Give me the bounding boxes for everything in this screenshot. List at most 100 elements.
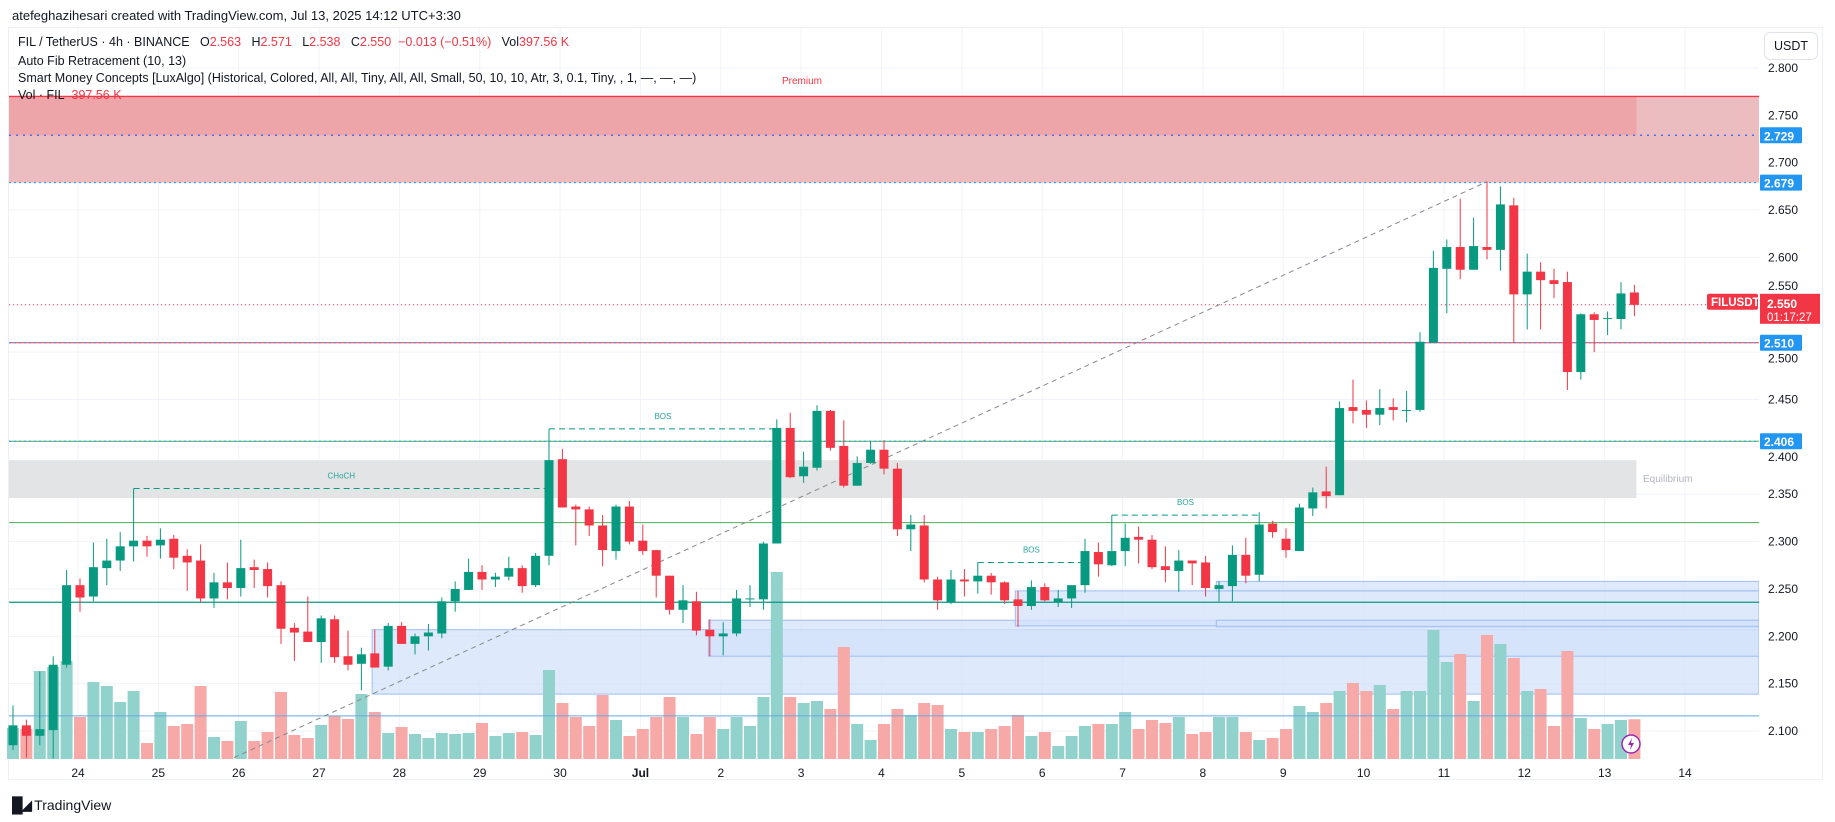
volume-bar bbox=[904, 715, 917, 759]
volume-bar bbox=[1467, 701, 1480, 759]
high-label: H bbox=[251, 35, 261, 49]
candle bbox=[88, 567, 98, 597]
volume-bar bbox=[1132, 729, 1145, 759]
candle bbox=[1134, 536, 1144, 540]
candle bbox=[236, 568, 246, 589]
volume-bar bbox=[824, 709, 837, 759]
candle bbox=[356, 654, 366, 664]
level-lines: CHoCH BOS BOS BOS bbox=[9, 134, 1759, 759]
indicator-smc[interactable]: Smart Money Concepts [LuxAlgo] (Historic… bbox=[18, 71, 697, 85]
volume-indicator-label: Vol · FIL bbox=[18, 88, 65, 102]
candle bbox=[1040, 587, 1050, 601]
candle bbox=[370, 653, 380, 668]
low-value: 2.538 bbox=[309, 35, 341, 49]
brand-name: TradingView bbox=[34, 797, 112, 813]
volume-bar bbox=[1092, 724, 1105, 759]
candle bbox=[852, 462, 862, 486]
volume-bar bbox=[1226, 717, 1239, 759]
candle bbox=[75, 585, 85, 598]
volume-bar bbox=[422, 738, 435, 759]
volume-bar bbox=[1146, 720, 1158, 759]
candle bbox=[383, 625, 393, 667]
symbol-badge-label: FILUSDT bbox=[1711, 297, 1760, 309]
candle bbox=[1000, 582, 1010, 601]
volume-bar bbox=[1320, 703, 1333, 759]
volume-bar bbox=[569, 717, 582, 759]
change-value: −0.013 (−0.51%) bbox=[398, 35, 492, 49]
volume-bar bbox=[1400, 691, 1413, 759]
candle bbox=[129, 540, 139, 547]
open-label: O bbox=[200, 35, 210, 49]
volume-bar bbox=[1347, 683, 1359, 759]
volume-bar bbox=[368, 712, 381, 759]
candle bbox=[1495, 204, 1505, 250]
time-axis: 24 25 26 27 28 29 30 Jul 2 3 4 5 6 7 8 9 10 11 12 13 14 bbox=[71, 766, 1692, 780]
volume-bar bbox=[1588, 729, 1601, 759]
time-tick: 30 bbox=[553, 766, 567, 780]
indicator-fib[interactable]: Auto Fib Retracement (10, 13) bbox=[18, 54, 187, 68]
candle bbox=[1053, 598, 1063, 603]
volume-label: Vol bbox=[501, 35, 520, 49]
countdown-timer: 01:17:27 bbox=[1767, 312, 1812, 324]
time-tick: 26 bbox=[232, 766, 246, 780]
indicator-volume[interactable]: Vol · FIL 397.56 K bbox=[18, 88, 122, 102]
volume-bar bbox=[462, 733, 475, 759]
volume-bar bbox=[636, 729, 649, 759]
tradingview-logo[interactable]: █◢ TradingView bbox=[12, 796, 111, 814]
volume-bar bbox=[717, 729, 730, 759]
candle bbox=[1281, 538, 1291, 551]
close-value: 2.550 bbox=[359, 35, 392, 49]
candle bbox=[799, 466, 809, 477]
time-tick: 6 bbox=[1039, 766, 1046, 780]
volume-bar bbox=[1025, 736, 1038, 759]
candle bbox=[1375, 408, 1385, 415]
price-tick: 2.450 bbox=[1768, 393, 1798, 407]
time-tick: 13 bbox=[1598, 766, 1612, 780]
volume-bar bbox=[610, 720, 622, 759]
candle bbox=[263, 569, 273, 587]
tradingview-logo-icon: █◢ bbox=[12, 797, 32, 814]
price-tick: 2.700 bbox=[1768, 156, 1798, 170]
volume-bar bbox=[449, 734, 462, 759]
lightning-icon[interactable] bbox=[1621, 734, 1641, 754]
candle bbox=[1268, 523, 1278, 533]
volume-bar bbox=[1159, 723, 1172, 759]
volume-bar bbox=[1414, 691, 1426, 759]
volume-bar bbox=[851, 724, 864, 759]
volume-bar bbox=[556, 703, 569, 759]
price-axis: 2.800 2.750 2.700 2.650 2.600 2.550 2.500 2.450… bbox=[1707, 28, 1822, 758]
candle bbox=[142, 540, 152, 547]
candle bbox=[450, 588, 460, 602]
candle bbox=[785, 427, 795, 478]
candle bbox=[464, 571, 474, 590]
currency-button[interactable]: USDT bbox=[1764, 32, 1818, 60]
bos-label: BOS bbox=[1023, 545, 1040, 554]
volume-bar bbox=[516, 732, 529, 759]
price-badge bbox=[1760, 334, 1802, 351]
volume-bar bbox=[208, 737, 220, 759]
candle bbox=[1348, 407, 1358, 411]
candle bbox=[330, 619, 340, 658]
candle bbox=[933, 579, 943, 601]
candle bbox=[1080, 551, 1090, 586]
candle bbox=[1294, 507, 1304, 552]
volume-bar bbox=[596, 695, 609, 759]
candle bbox=[182, 555, 192, 563]
price-tick: 2.350 bbox=[1768, 487, 1798, 501]
annotations: Premium Equilibrium bbox=[782, 76, 1692, 485]
candle bbox=[1361, 409, 1371, 415]
volume-bar bbox=[971, 732, 984, 759]
legend-symbol-row: FIL / TetherUS · 4h · BINANCE O2.563 H2.… bbox=[18, 35, 569, 49]
time-tick: 8 bbox=[1200, 766, 1207, 780]
candle bbox=[1562, 282, 1572, 373]
volume-bar bbox=[1521, 691, 1534, 759]
volume-bar bbox=[1440, 662, 1453, 759]
volume-bar bbox=[382, 733, 395, 759]
volume-bar bbox=[234, 721, 247, 759]
volume-bar bbox=[328, 716, 341, 759]
candle bbox=[1187, 560, 1197, 564]
candle bbox=[1335, 408, 1345, 496]
symbol-name[interactable]: FIL / TetherUS · 4h · BINANCE bbox=[18, 35, 190, 49]
volume-bars bbox=[7, 572, 1641, 759]
